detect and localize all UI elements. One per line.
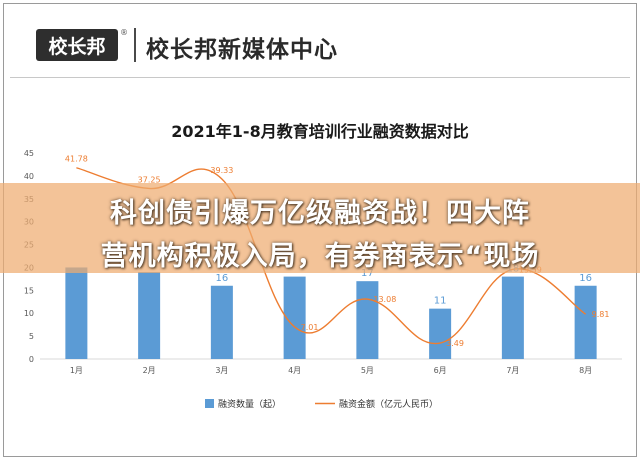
bar-data-label: 16 bbox=[579, 273, 592, 284]
y-tick-label: 5 bbox=[29, 332, 34, 341]
legend-bar-label: 融资数量（起） bbox=[218, 398, 281, 410]
legend-bar-swatch bbox=[205, 399, 214, 408]
chart-title: 2021年1-8月教育培训行业融资数据对比 bbox=[171, 122, 469, 141]
header: 校长邦 ® 校长邦新媒体中心 bbox=[0, 0, 640, 80]
bar bbox=[356, 281, 379, 359]
bar bbox=[138, 272, 161, 359]
brand-name: 校长邦新媒体中心 bbox=[146, 36, 338, 63]
line-data-label: 7.01 bbox=[301, 323, 319, 332]
x-tick-label: 6月 bbox=[434, 366, 447, 375]
series-line bbox=[76, 167, 587, 345]
x-tick-label: 2月 bbox=[143, 366, 156, 375]
y-tick-label: 15 bbox=[24, 286, 34, 295]
y-tick-label: 45 bbox=[24, 149, 34, 158]
bar bbox=[283, 276, 306, 359]
line-data-label: 9.81 bbox=[592, 310, 610, 319]
line-data-label: 37.25 bbox=[138, 175, 161, 184]
line-data-label: 41.78 bbox=[65, 155, 88, 164]
line-data-label: 39.33 bbox=[210, 166, 233, 175]
bar bbox=[501, 276, 524, 359]
x-tick-label: 3月 bbox=[215, 366, 228, 375]
line-data-label: 3.49 bbox=[446, 339, 464, 348]
y-tick-label: 10 bbox=[24, 309, 34, 318]
x-tick-label: 5月 bbox=[361, 366, 374, 375]
bar-data-label: 16 bbox=[216, 273, 229, 284]
bar bbox=[574, 285, 597, 359]
x-tick-label: 8月 bbox=[579, 366, 592, 375]
bar-data-label: 17 bbox=[361, 268, 374, 279]
bar bbox=[210, 285, 233, 359]
headline-banner bbox=[0, 183, 640, 273]
header-rule bbox=[10, 77, 630, 78]
bar bbox=[65, 267, 88, 359]
headline-line-2: 营机构积极入局，有券商表示“现场 bbox=[100, 241, 540, 272]
y-tick-label: 40 bbox=[24, 172, 34, 181]
legend-line-label: 融资金额（亿元人民币） bbox=[339, 398, 438, 410]
logo: 校长邦 bbox=[36, 29, 118, 61]
y-tick-label: 0 bbox=[29, 355, 34, 364]
x-tick-label: 7月 bbox=[506, 366, 519, 375]
headline-line-1: 科创债引爆万亿级融资战！四大阵 bbox=[110, 198, 530, 229]
bar-data-label: 11 bbox=[434, 296, 447, 307]
line-data-label: 13.08 bbox=[373, 295, 396, 304]
x-tick-label: 4月 bbox=[288, 366, 301, 375]
bar bbox=[429, 308, 452, 359]
registered-mark: ® bbox=[120, 28, 128, 37]
logo-divider bbox=[134, 28, 136, 62]
x-tick-label: 1月 bbox=[70, 366, 83, 375]
